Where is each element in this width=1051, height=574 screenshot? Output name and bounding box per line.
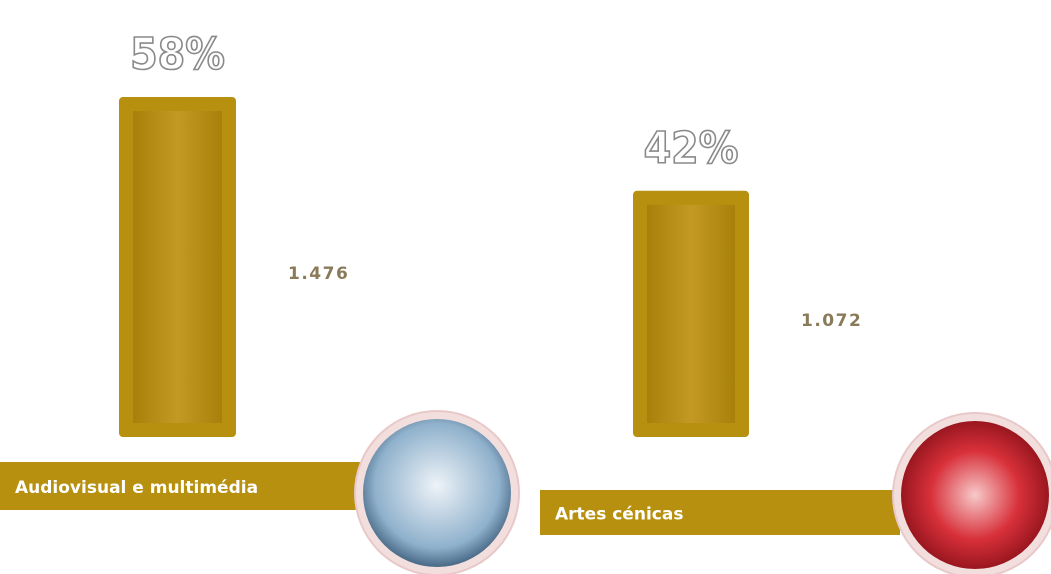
icon [901, 421, 1049, 569]
value-label: 42% [644, 123, 739, 174]
icon [363, 419, 511, 567]
bar-shine [647, 204, 735, 423]
total-label: 1.476 [288, 264, 349, 284]
category-label: Artes cénicas [555, 505, 683, 525]
category-banner [540, 490, 900, 535]
total-label: 1.072 [801, 311, 862, 331]
category-banner [0, 462, 360, 510]
bar-shine [133, 111, 222, 423]
value-label: 58% [130, 29, 225, 80]
category-label: Audiovisual e multimédia [15, 478, 258, 498]
